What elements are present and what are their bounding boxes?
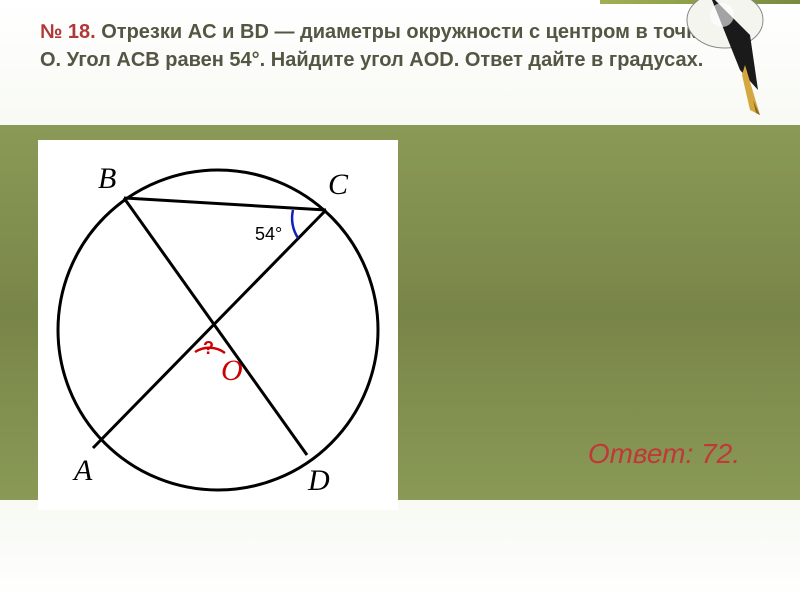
geometry-diagram: A B C D O 54° ? bbox=[38, 140, 398, 510]
svg-text:C: C bbox=[328, 168, 349, 201]
problem-number: № 18. bbox=[40, 21, 96, 43]
svg-text:O: O bbox=[221, 354, 243, 387]
problem-body: Отрезки AC и BD — диаметры окружности с … bbox=[40, 21, 707, 71]
svg-text:D: D bbox=[307, 464, 330, 497]
footer-gradient bbox=[0, 500, 800, 600]
svg-text:B: B bbox=[98, 162, 116, 195]
svg-text:54°: 54° bbox=[255, 224, 282, 244]
pen-decoration bbox=[650, 0, 780, 145]
answer-label: Ответ: bbox=[588, 438, 693, 469]
problem-statement: № 18. Отрезки AC и BD — диаметры окружно… bbox=[40, 18, 710, 74]
svg-text:?: ? bbox=[203, 338, 214, 358]
svg-text:A: A bbox=[72, 454, 93, 487]
answer: Ответ: 72. bbox=[588, 438, 740, 470]
answer-value: 72. bbox=[701, 438, 740, 469]
